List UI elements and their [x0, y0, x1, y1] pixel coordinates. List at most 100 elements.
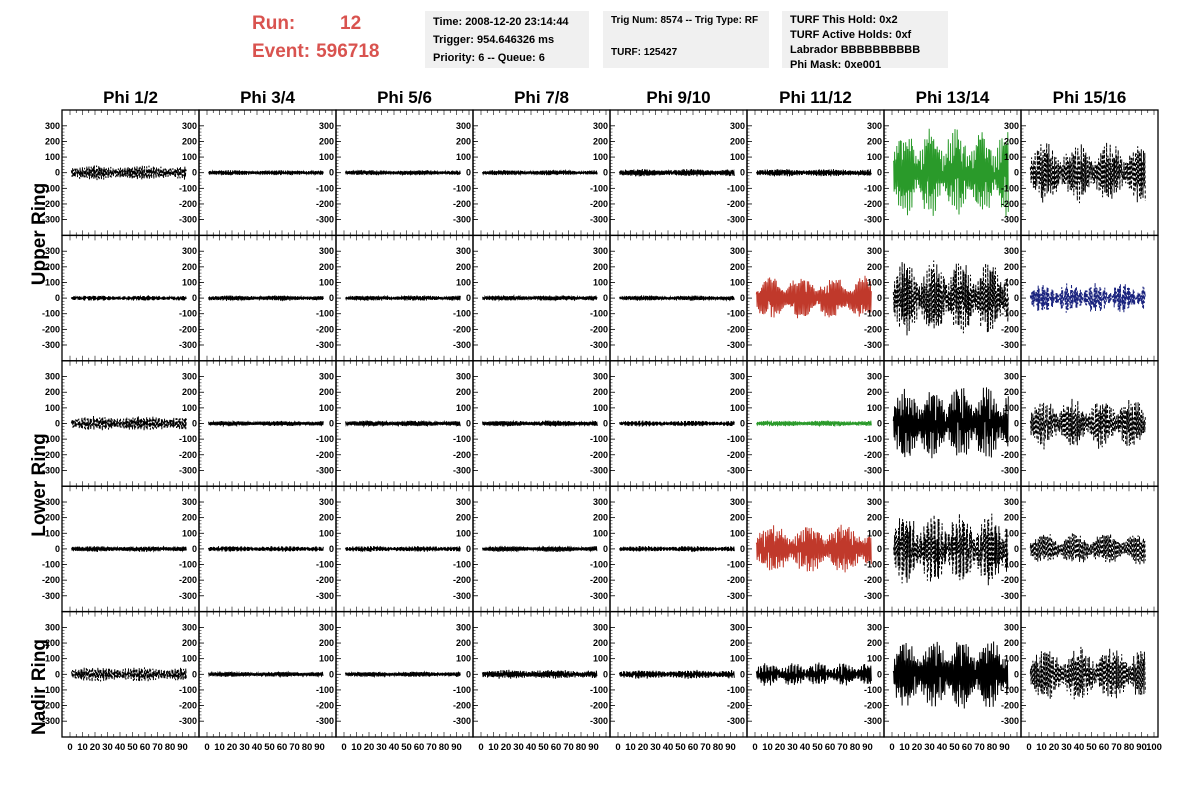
ytick-label-r1-c4: -100 — [453, 183, 471, 193]
ytick-label-r4-c8: 100 — [1004, 528, 1019, 538]
ytick-label-r2-c3: 300 — [319, 246, 334, 256]
run-label: Run: — [252, 13, 296, 34]
trigger-line: Trigger: 954.646326 ms — [433, 34, 555, 46]
ytick-label-r3-c8: 300 — [1004, 372, 1019, 382]
ytick-label-r4-c3: 200 — [319, 513, 334, 523]
waveform-r2-c8 — [1029, 282, 1146, 313]
ytick-label-r2-c1: 300 — [45, 246, 60, 256]
ytick-label-r4-c4: 200 — [456, 513, 471, 523]
ytick-label-r5-c6: -200 — [727, 701, 745, 711]
ytick-label-r4-c1: -100 — [42, 560, 60, 570]
ytick-label-r2-c6: 200 — [730, 262, 745, 272]
ytick-label-r5-c6: -100 — [727, 685, 745, 695]
ytick-label-r1-c7: 200 — [867, 136, 882, 146]
ytick-label-r4-c4: 0 — [466, 544, 471, 554]
ytick-label-r1-c3: -300 — [316, 215, 334, 225]
ytick-label-r4-c1: -200 — [42, 575, 60, 585]
xtick-label-c2: 0 — [204, 742, 209, 753]
ytick-label-r2-c5: 300 — [593, 246, 608, 256]
ytick-label-r1-c7: -100 — [864, 183, 882, 193]
ytick-label-r3-c1: 0 — [55, 419, 60, 429]
ytick-label-r2-c3: -300 — [316, 340, 334, 350]
column-header-1: Phi 1/2 — [103, 88, 158, 107]
ytick-label-r3-c4: 100 — [456, 403, 471, 413]
ytick-label-r4-c4: 300 — [456, 497, 471, 507]
xtick-label-c1: 40 — [115, 742, 126, 753]
waveform-r1-c7 — [892, 128, 1009, 217]
ytick-label-r4-c4: -100 — [453, 560, 471, 570]
ytick-label-r1-c4: 100 — [456, 152, 471, 162]
ytick-label-r4-c8: -300 — [1001, 591, 1019, 601]
ytick-label-r4-c1: 0 — [55, 544, 60, 554]
column-header-2: Phi 3/4 — [240, 88, 295, 107]
ytick-label-r5-c8: 300 — [1004, 622, 1019, 632]
ytick-label-r1-c6: 100 — [730, 152, 745, 162]
xtick-label-c3: 70 — [426, 742, 437, 753]
ytick-label-r5-c1: 300 — [45, 622, 60, 632]
run-event-box: Run: 12 Event: 596718 — [252, 10, 379, 66]
ytick-label-r4-c2: -300 — [179, 591, 197, 601]
xtick-label-c1: 30 — [102, 742, 113, 753]
ytick-label-r5-c8: -200 — [1001, 701, 1019, 711]
ytick-label-r3-c8: 0 — [1014, 419, 1019, 429]
ytick-label-r3-c4: 200 — [456, 387, 471, 397]
ytick-label-r3-c1: 200 — [45, 387, 60, 397]
xtick-label-c4: 80 — [576, 742, 587, 753]
ytick-label-r2-c8: 100 — [1004, 277, 1019, 287]
ytick-label-r5-c5: 0 — [603, 669, 608, 679]
ytick-label-r3-c1: 100 — [45, 403, 60, 413]
waveform-r1-c3 — [344, 169, 461, 177]
ytick-label-r3-c8: -200 — [1001, 450, 1019, 460]
ytick-label-r5-c2: 300 — [182, 622, 197, 632]
xtick-label-c8: 90 — [1136, 742, 1147, 753]
ytick-label-r3-c8: 100 — [1004, 403, 1019, 413]
ytick-label-r4-c1: 200 — [45, 513, 60, 523]
waveform-r5-c3 — [344, 670, 461, 679]
ytick-label-r5-c8: 200 — [1004, 638, 1019, 648]
ytick-label-r3-c5: -300 — [590, 465, 608, 475]
ytick-label-r3-c4: -100 — [453, 434, 471, 444]
xtick-label-c4: 10 — [488, 742, 499, 753]
ytick-label-r3-c6: 100 — [730, 403, 745, 413]
ytick-label-r5-c3: -300 — [316, 716, 334, 726]
ytick-label-r1-c7: 0 — [877, 168, 882, 178]
ytick-label-r1-c6: -200 — [727, 199, 745, 209]
ytick-label-r2-c1: -100 — [42, 309, 60, 319]
ytick-label-r2-c5: 100 — [593, 277, 608, 287]
ytick-label-r4-c3: 100 — [319, 528, 334, 538]
ytick-label-r5-c5: 300 — [593, 622, 608, 632]
xtick-label-c4: 30 — [513, 742, 524, 753]
ytick-label-r5-c1: 100 — [45, 654, 60, 664]
ytick-label-r3-c5: -200 — [590, 450, 608, 460]
column-header-8: Phi 15/16 — [1052, 88, 1127, 107]
ytick-label-r1-c3: 200 — [319, 136, 334, 146]
ytick-label-r1-c5: 300 — [593, 121, 608, 131]
ytick-label-r1-c7: 300 — [867, 121, 882, 131]
column-header-4: Phi 7/8 — [514, 88, 569, 107]
ytick-label-r1-c2: 200 — [182, 136, 197, 146]
turf-info-panel: TURF This Hold: 0x2 TURF Active Holds: 0… — [782, 11, 948, 71]
xtick-label-c7: 60 — [962, 742, 973, 753]
ytick-label-r4-c5: 100 — [593, 528, 608, 538]
waveform-r5-c8 — [1029, 646, 1146, 700]
xtick-label-c1: 90 — [177, 742, 188, 753]
ytick-label-r3-c4: 0 — [466, 419, 471, 429]
ytick-label-r1-c2: -300 — [179, 215, 197, 225]
ytick-label-r3-c3: 0 — [329, 419, 334, 429]
xtick-label-c7: 90 — [999, 742, 1010, 753]
ytick-label-r3-c6: -100 — [727, 434, 745, 444]
xtick-label-c8: 80 — [1124, 742, 1135, 753]
ytick-label-r5-c6: 100 — [730, 654, 745, 664]
ytick-label-r4-c6: 200 — [730, 513, 745, 523]
xtick-label-c7: 70 — [974, 742, 985, 753]
ytick-label-r3-c6: -300 — [727, 465, 745, 475]
xtick-label-c2: 10 — [214, 742, 225, 753]
waveform-r3-c8 — [1029, 398, 1146, 450]
ytick-label-r3-c7: 300 — [867, 372, 882, 382]
xtick-label-c3: 80 — [439, 742, 450, 753]
ytick-label-r5-c1: 200 — [45, 638, 60, 648]
ytick-label-r1-c7: -200 — [864, 199, 882, 209]
xtick-label-c2: 60 — [277, 742, 288, 753]
ytick-label-r5-c7: -100 — [864, 685, 882, 695]
ytick-label-r5-c4: 200 — [456, 638, 471, 648]
